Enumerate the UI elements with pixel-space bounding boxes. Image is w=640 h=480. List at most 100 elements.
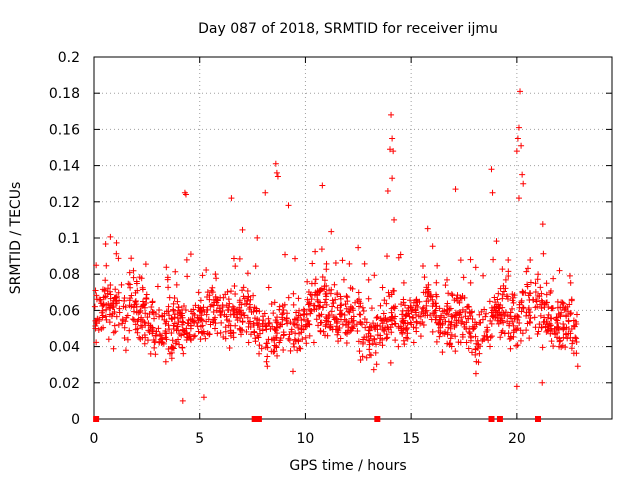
data-point [265,315,272,322]
data-point [262,189,269,196]
data-point [550,343,557,350]
data-point [355,338,362,345]
data-point [239,226,246,233]
data-point [390,287,397,294]
data-point [347,328,354,335]
data-point [342,301,349,308]
data-point [489,189,496,196]
data-point [557,304,564,311]
data-point [293,321,300,328]
data-point [419,305,426,312]
data-point [115,321,122,328]
data-point [485,337,492,344]
data-point [429,328,436,335]
data-point [111,322,118,329]
data-point [365,337,372,344]
data-point [152,351,159,358]
data-point [519,171,526,178]
data-point [252,263,259,270]
data-point [327,321,334,328]
data-point [565,317,572,324]
data-point [142,310,149,317]
data-point [295,312,302,319]
data-point [285,202,292,209]
data-point [408,304,415,311]
data-point [293,309,300,316]
data-point [312,276,319,283]
data-point [495,320,502,327]
data-point [531,314,538,321]
data-point [340,276,347,283]
data-point [149,327,156,334]
data-point [251,329,258,336]
data-point [539,221,546,228]
data-point [241,312,248,319]
data-point [130,304,137,311]
data-point [544,327,551,334]
data-point [163,318,170,325]
data-point [539,379,546,386]
data-point [548,325,555,332]
data-point [380,310,387,317]
data-point [435,328,442,335]
data-point [563,324,570,331]
data-point [121,297,128,304]
data-point [488,304,495,311]
data-point [91,303,98,310]
data-point [204,306,211,313]
data-point [350,307,357,314]
data-point [490,256,497,263]
data-point [212,314,219,321]
data-point [372,349,379,356]
data-point [473,340,480,347]
data-point [234,311,241,318]
data-point [573,350,580,357]
data-point [217,294,224,301]
data-point [154,283,161,290]
data-point [152,310,159,317]
data-point [538,324,545,331]
data-point [390,148,397,155]
data-point [499,266,506,273]
y-tick-label: 0.12 [49,195,80,211]
data-point [360,308,367,315]
data-point [388,111,395,118]
data-point [310,339,317,346]
data-point [204,289,211,296]
data-point [152,338,159,345]
data-point [424,225,431,232]
data-point [387,146,393,153]
data-point [356,298,363,305]
data-point [230,255,237,262]
data-point [540,250,547,257]
data-point [226,300,233,307]
data-point [514,135,521,142]
data-point [163,336,170,343]
data-point [224,288,231,295]
data-point [250,308,257,315]
data-point [499,317,506,324]
data-point [236,255,243,262]
data-point [366,346,373,353]
data-point [195,328,202,335]
data-point [395,343,402,350]
data-point [353,321,360,328]
data-point [388,309,395,316]
data-point [497,285,504,292]
data-point [433,314,440,321]
data-point [129,316,136,323]
data-point [119,320,126,327]
data-point [495,304,502,311]
data-point [335,338,342,345]
data-point [536,293,543,300]
data-point [295,295,302,302]
data-point [510,294,517,301]
data-point [95,327,102,334]
data-point [300,306,307,313]
data-point [115,255,122,262]
data-point [141,304,148,311]
data-point [417,313,424,320]
data-point [571,323,578,330]
data-point [162,358,169,365]
data-point [365,276,372,283]
